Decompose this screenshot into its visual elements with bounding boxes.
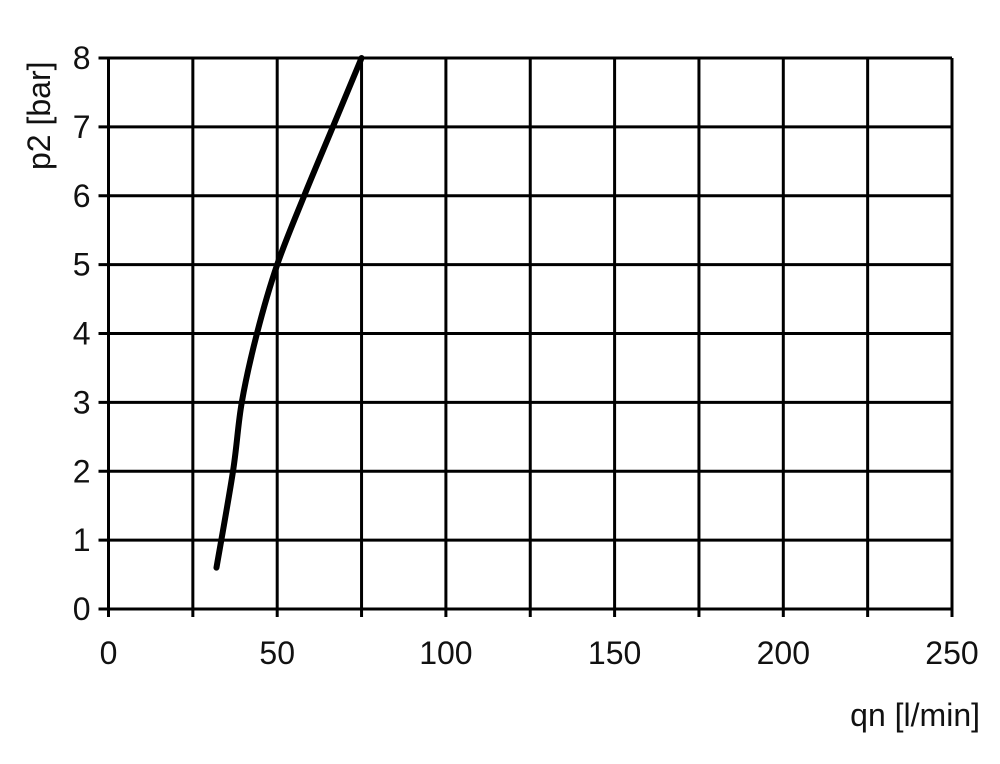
series-line (213, 55, 365, 571)
y-tick-label: 6 (73, 178, 91, 214)
y-tick-label: 3 (73, 384, 91, 420)
x-axis-label: qn [l/min] (850, 697, 980, 733)
x-tick-label: 200 (757, 635, 810, 671)
y-tick-label: 7 (73, 109, 91, 145)
y-tick-label: 8 (73, 40, 91, 76)
y-tick-label: 4 (73, 316, 91, 352)
y-tick-label: 0 (73, 591, 91, 627)
y-tick-label: 5 (73, 247, 91, 283)
y-tick-label: 2 (73, 453, 91, 489)
x-tick-label: 50 (259, 635, 295, 671)
grid (98, 56, 954, 617)
x-tick-label: 100 (419, 635, 472, 671)
x-tick-label: 150 (588, 635, 641, 671)
y-axis-label: p2 [bar] (21, 61, 57, 170)
y-tick-labels: 0 1 2 3 4 5 6 7 8 (73, 40, 91, 627)
y-tick-label: 1 (73, 522, 91, 558)
x-tick-label: 250 (925, 635, 978, 671)
x-tick-label: 0 (100, 635, 118, 671)
x-tick-labels: 0 50 100 150 200 250 (100, 635, 979, 671)
series (213, 55, 365, 571)
